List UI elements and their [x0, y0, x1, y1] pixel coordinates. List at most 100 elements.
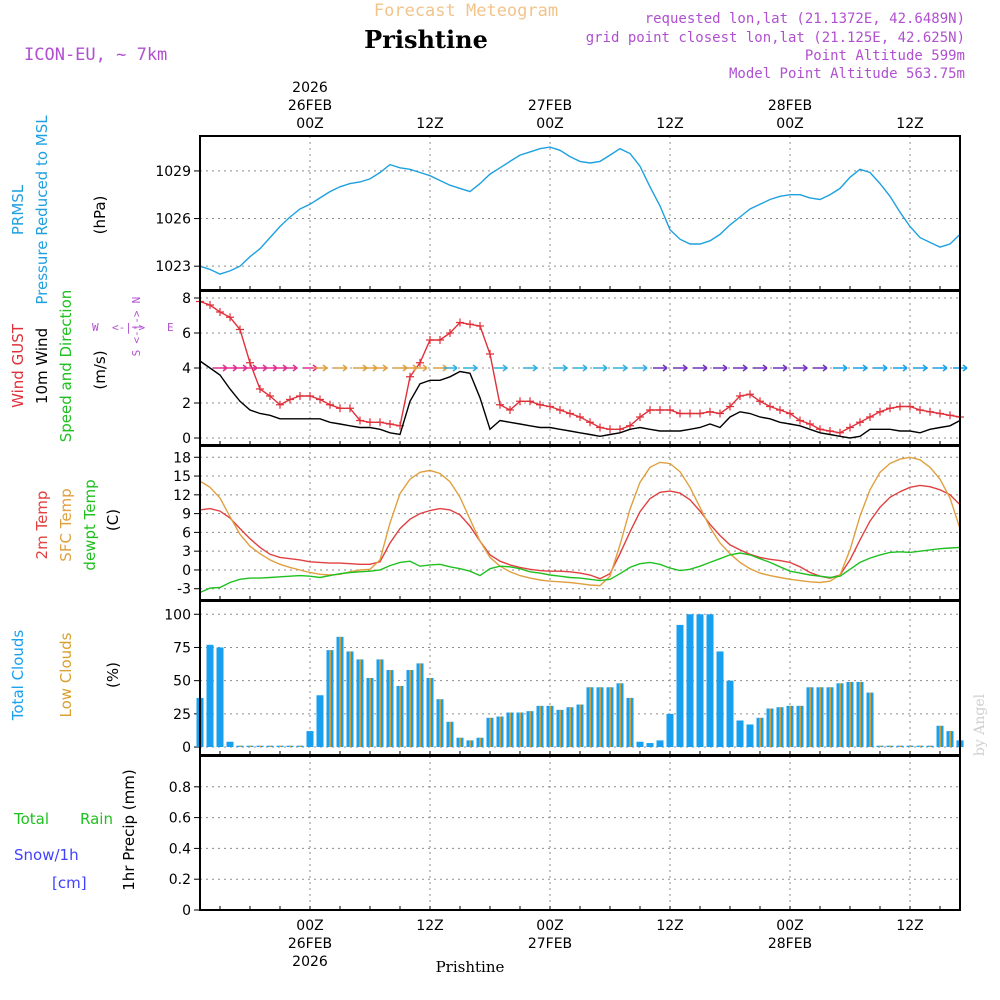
wind-arrow-head: [382, 364, 388, 372]
snow-unit-label: [cm]: [52, 874, 87, 892]
gust-marker: [236, 325, 244, 334]
total-cloud-bar: [216, 647, 224, 748]
wind-arrow-head: [532, 364, 538, 372]
wind-arrow-head: [822, 364, 828, 372]
total-cloud-bar: [696, 614, 704, 748]
gust-marker: [606, 425, 614, 434]
low-cloud-bar: [509, 712, 511, 748]
gust-marker: [886, 404, 894, 413]
compass-ns-arrow: <-|->: [130, 310, 143, 343]
series-line-prmsl: [199, 146, 961, 275]
gust-marker: [206, 301, 214, 309]
panel-temperature: -3 0 3 6 9 12 15 18: [173, 445, 961, 601]
model-altitude: Model Point Altitude 563.75m: [729, 66, 965, 82]
top-tick-label: 12Z: [416, 116, 443, 132]
wind-arrow-head: [322, 364, 328, 372]
wind-arrow-head: [582, 364, 588, 372]
gust-marker: [916, 406, 924, 414]
ytick-label: 0: [182, 431, 191, 447]
gust-marker: [446, 329, 454, 337]
top-tick-label: 12Z: [896, 116, 923, 132]
gust-marker: [596, 423, 604, 432]
gust-marker: [756, 397, 764, 406]
gust-marker: [796, 416, 804, 425]
top-tick-label: 12Z: [656, 116, 683, 132]
panel-frame: [199, 135, 961, 291]
wind-arrow-head: [882, 364, 888, 372]
panel-clouds: 0 25 50 75 100: [164, 600, 964, 756]
gridpoint-coords: grid point closest lon,lat (21.125E, 42.…: [586, 30, 965, 46]
snow-label: Snow/1h: [14, 846, 79, 864]
low-cloud-bar: [829, 687, 831, 748]
gust-marker: [766, 402, 774, 411]
gust-marker: [616, 425, 624, 434]
compass-east: E: [167, 321, 174, 334]
ytick-label: 3: [182, 544, 191, 560]
wind-arrow-head: [452, 364, 458, 372]
total-cloud-bar: [736, 720, 744, 748]
total-cloud-bar: [666, 713, 674, 748]
low-cloud-bar: [789, 705, 791, 748]
gust-marker: [826, 427, 834, 435]
panel-wind: 0 2 4 6 8: [182, 290, 968, 447]
low-cloud-bar: [339, 636, 341, 748]
ytick-label: 100: [164, 607, 191, 623]
low-cloud-bar: [949, 731, 951, 748]
wind-arrow-head: [962, 364, 968, 372]
gust-marker: [256, 385, 264, 393]
low-cloud-bar: [929, 745, 931, 748]
low-cloud-bar: [599, 687, 601, 748]
gust-marker: [636, 413, 644, 421]
low-cloud-bar: [389, 670, 391, 748]
subtitle: Forecast Meteogram: [374, 1, 558, 21]
low-cloud-bar: [379, 659, 381, 748]
low-cloud-bar: [839, 683, 841, 748]
top-tick-label: 00Z: [296, 116, 323, 132]
gust-marker: [696, 409, 704, 418]
low-cloud-bar: [779, 707, 781, 748]
bottom-day-label: 26FEB: [288, 936, 332, 952]
gust-marker: [746, 390, 754, 399]
low-cloud-bar: [299, 745, 301, 748]
gust-marker: [836, 428, 844, 437]
wind-arrow-head: [762, 364, 768, 372]
gust-marker: [866, 413, 874, 421]
gust-marker: [376, 418, 384, 427]
prmsl-desc-label: Pressure Reduced to MSL: [33, 115, 51, 305]
panel-precip: 0 0.2 0.4 0.6 0.8: [169, 755, 961, 919]
gust-marker: [306, 392, 314, 400]
low-cloud-bar: [769, 708, 771, 748]
ytick-label: 15: [173, 469, 191, 485]
gust-marker: [516, 397, 524, 406]
gust-marker: [496, 400, 504, 409]
low-cloud-bar: [239, 745, 241, 748]
gust-marker: [346, 404, 354, 413]
requested-coords: requested lon,lat (21.1372E, 42.6489N): [645, 11, 965, 27]
total-cloud-bar: [306, 731, 314, 748]
gust-marker: [476, 322, 484, 330]
total-cloud-bar: [686, 614, 694, 748]
bottom-tick-label: 00Z: [296, 918, 323, 934]
low-cloud-bar: [249, 745, 251, 748]
wind-unit: (m/s): [91, 350, 109, 389]
wind-arrow-head: [782, 364, 788, 372]
panel-frame: [199, 755, 961, 911]
ytick-label: 6: [182, 326, 191, 342]
credit-watermark: by Angel: [972, 693, 988, 756]
gust-marker: [666, 406, 674, 414]
gust-marker: [366, 418, 374, 427]
gust-marker: [656, 406, 664, 414]
gust-marker: [646, 406, 654, 414]
winddir-label: Speed and Direction: [57, 290, 75, 443]
low-cloud-bar: [439, 699, 441, 748]
gust-marker: [546, 402, 554, 411]
gust-marker: [336, 404, 344, 413]
top-day-label: 27FEB: [528, 98, 572, 114]
dewpt-label: dewpt Temp: [81, 479, 99, 570]
gust-marker: [816, 425, 824, 434]
bottom-day-label: 28FEB: [768, 936, 812, 952]
top-year-label: 2026: [292, 80, 328, 96]
ytick-label: 0: [182, 903, 191, 919]
total-cloud-bar: [706, 614, 714, 748]
